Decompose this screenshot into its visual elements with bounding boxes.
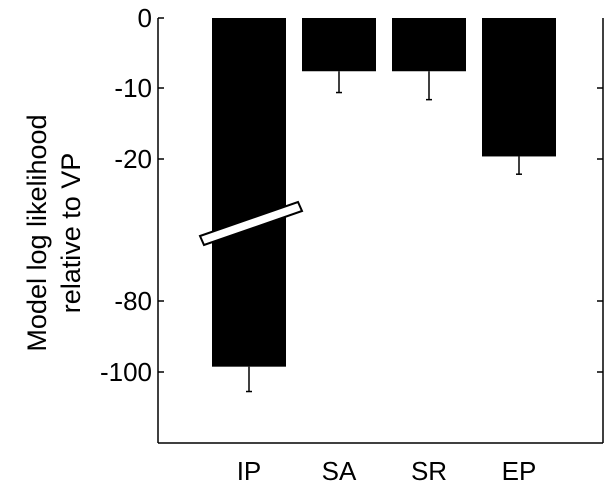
bar-sr <box>392 18 466 72</box>
x-tick-label-sr: SR <box>411 456 447 486</box>
x-tick-label-sa: SA <box>322 456 357 486</box>
bar-ep <box>482 18 556 157</box>
x-tick-labels: IP SA SR EP <box>237 456 537 486</box>
y-axis-title-line-2: relative to VP <box>56 153 86 314</box>
y-tick-label-1: -10 <box>114 73 152 103</box>
x-tick-label-ep: EP <box>502 456 537 486</box>
x-tick-label-ip: IP <box>237 456 262 486</box>
bar-ip <box>212 18 286 367</box>
y-axis-title: Model log likelihood relative to VP <box>22 114 86 351</box>
y-tick-label-0: 0 <box>138 3 152 33</box>
y-axis-title-line-1: Model log likelihood <box>22 114 52 351</box>
y-ticks <box>158 17 603 373</box>
axis-break-mark <box>198 200 304 247</box>
y-tick-label-2: -20 <box>114 144 152 174</box>
y-tick-label-3: -80 <box>114 286 152 316</box>
error-bars-group <box>246 71 522 393</box>
axis-break-gap <box>198 200 304 247</box>
bar-sa <box>302 18 376 72</box>
bars-group <box>212 18 556 367</box>
y-tick-labels: 0 -10 -20 -80 -100 <box>100 3 152 387</box>
y-tick-label-4: -100 <box>100 357 152 387</box>
